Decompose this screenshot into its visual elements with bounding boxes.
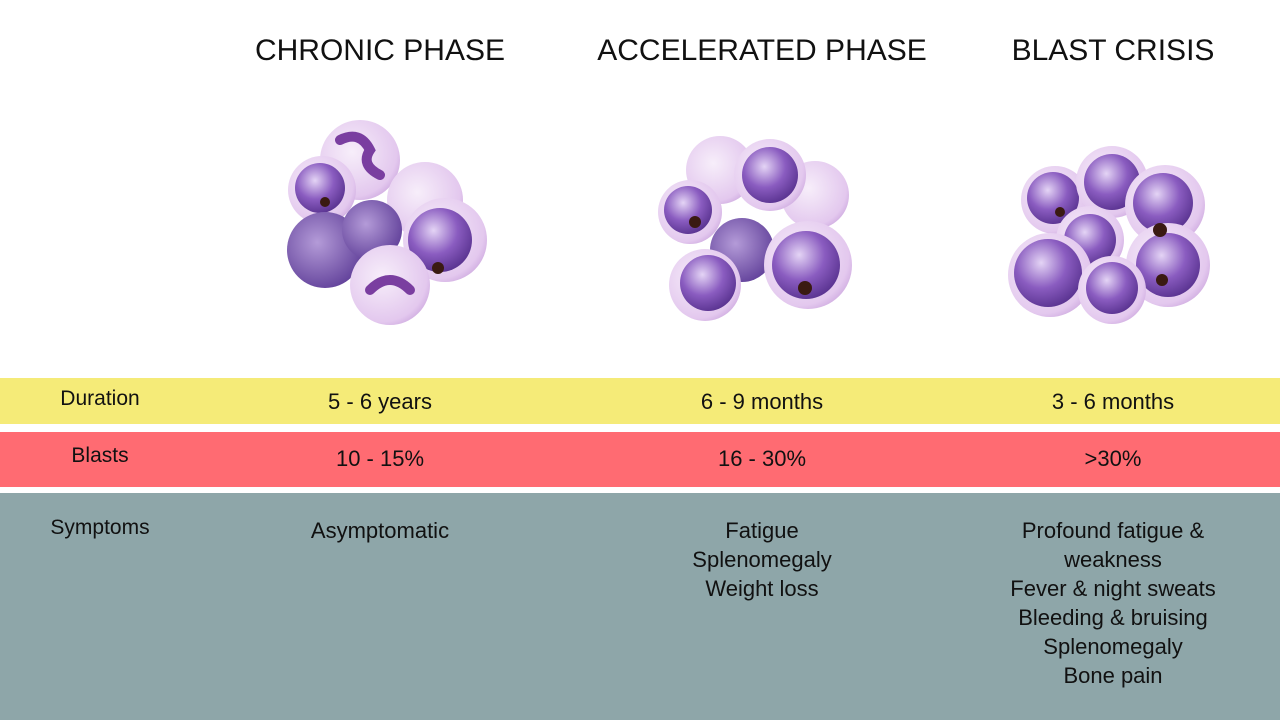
cell-shape xyxy=(1136,233,1200,297)
cell-value: 10 - 15% xyxy=(335,446,425,471)
phase-title: CHRONIC PHASE xyxy=(254,34,506,67)
symptom: Splenomegaly xyxy=(692,547,832,572)
symptom-list: Profound fatigue & weakness Fever & night… xyxy=(993,516,1233,690)
symptom: Asymptomatic xyxy=(310,518,450,543)
blasts-band xyxy=(0,432,1280,487)
cell-shape xyxy=(432,262,444,274)
row-label: Blasts xyxy=(71,444,129,467)
cell-shape xyxy=(295,163,345,213)
cell-shape xyxy=(335,131,415,295)
symptom: Fever & night sweats xyxy=(1010,576,1216,601)
symptom: Fatigue xyxy=(725,518,799,543)
cell-shape xyxy=(742,147,798,203)
symptom: Profound fatigue & weakness xyxy=(1021,518,1205,572)
cell-shape xyxy=(1133,173,1193,233)
cell-shape xyxy=(1084,154,1140,210)
cell-shape xyxy=(320,197,330,207)
row-label: Symptoms xyxy=(50,516,150,539)
cell-shape xyxy=(1014,239,1082,307)
cell-shape xyxy=(1027,172,1079,224)
chronic-cells xyxy=(287,120,487,325)
row-label: Duration xyxy=(60,387,140,410)
duration-band xyxy=(0,378,1280,424)
cell-shape xyxy=(680,255,736,311)
symptom: Weight loss xyxy=(705,576,819,601)
cell-shape xyxy=(342,200,402,260)
cell-value: >30% xyxy=(1084,446,1142,471)
cell-shape xyxy=(1086,262,1138,314)
cell-shape xyxy=(1055,207,1065,217)
blast-cells xyxy=(1008,146,1210,324)
cell-shape xyxy=(798,281,812,295)
symptoms-band xyxy=(0,493,1280,720)
cell-illustrations xyxy=(287,120,1210,325)
phase-title: BLAST CRISIS xyxy=(1011,34,1215,67)
cell-shape xyxy=(664,186,712,234)
cell-value: 16 - 30% xyxy=(717,446,807,471)
symptom: Splenomegaly xyxy=(1043,634,1183,659)
cell-shape xyxy=(689,216,701,228)
cell-value: 3 - 6 months xyxy=(1051,389,1175,414)
cell-shape xyxy=(1153,223,1167,237)
cell-value: 5 - 6 years xyxy=(328,389,432,414)
cell-shape xyxy=(772,231,840,299)
symptom-list: Asymptomatic xyxy=(260,516,500,545)
phase-title: ACCELERATED PHASE xyxy=(597,34,927,67)
cell-shape xyxy=(1156,274,1168,286)
symptom: Bleeding & bruising xyxy=(1018,605,1208,630)
symptom-list: Fatigue Splenomegaly Weight loss xyxy=(642,516,882,603)
symptom: Bone pain xyxy=(1063,663,1163,688)
accelerated-cells xyxy=(658,136,852,321)
cell-shape xyxy=(408,208,472,272)
cell-value: 6 - 9 months xyxy=(700,389,824,414)
